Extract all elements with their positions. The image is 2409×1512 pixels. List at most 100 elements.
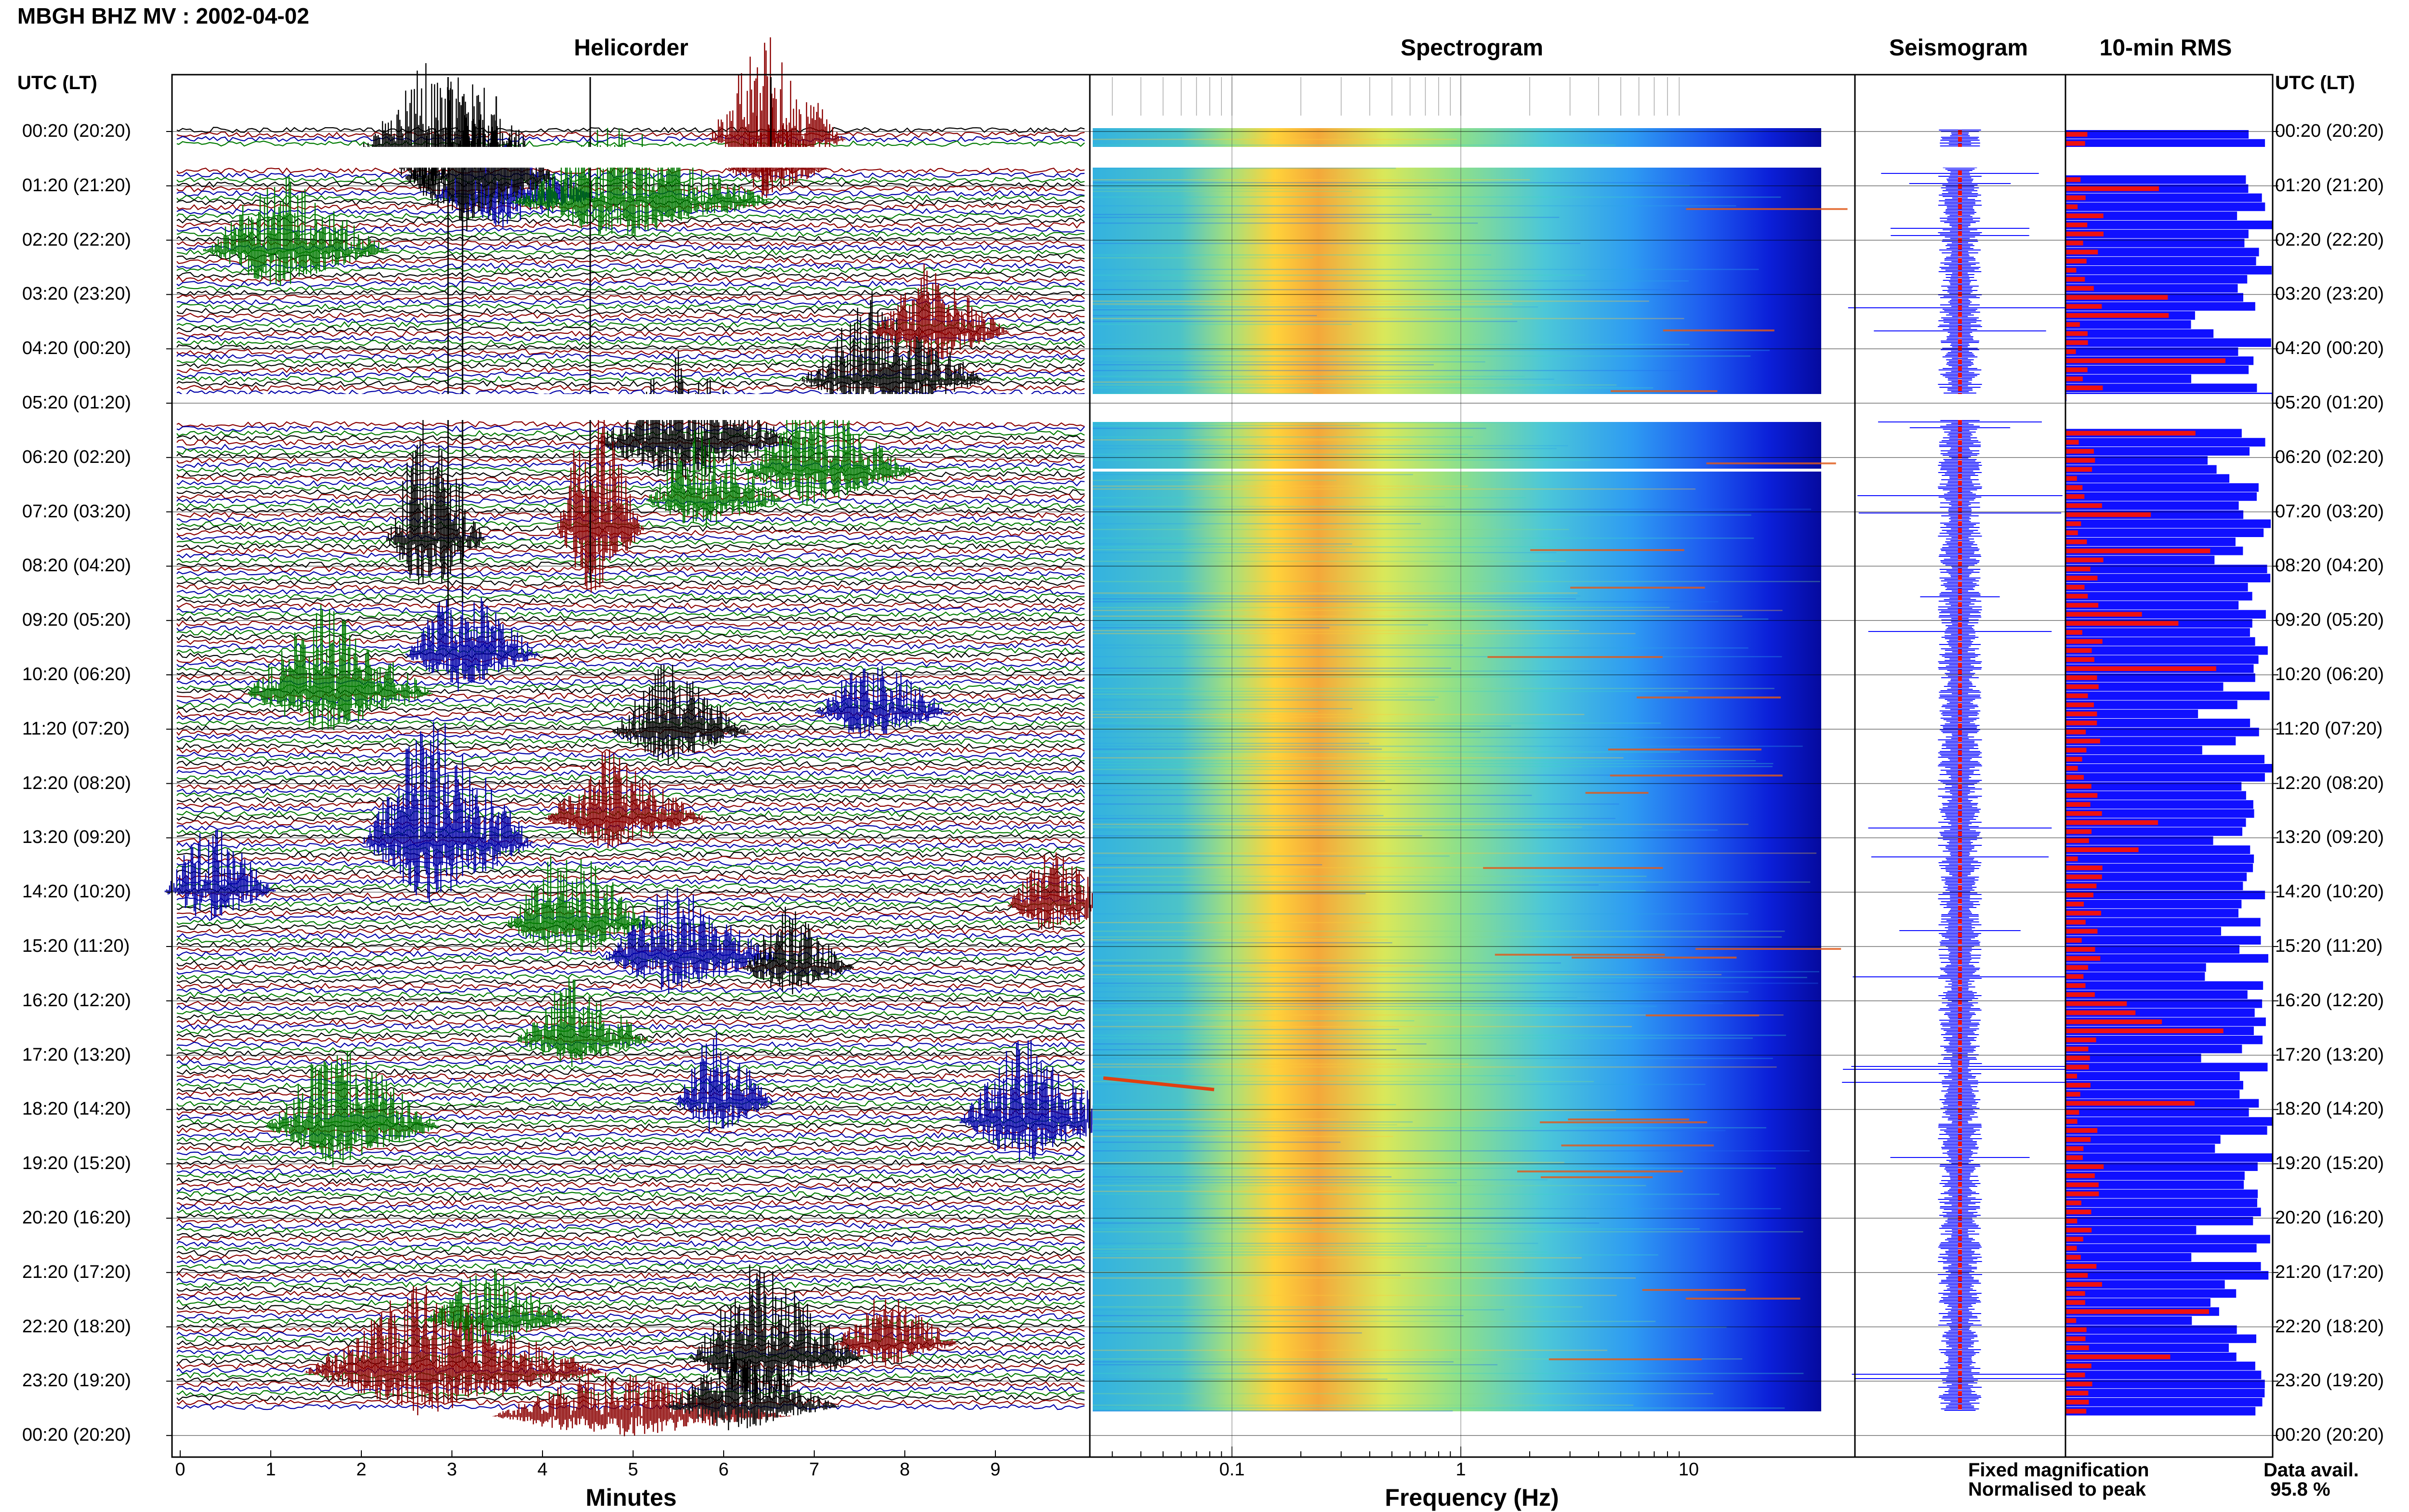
helicorder-trace: [176, 1010, 1085, 1017]
rms-normalised-bar: [2065, 883, 2097, 889]
helicorder-event: [362, 722, 537, 903]
seismogram-normalised-trace: [1958, 831, 1962, 836]
helicorder-tick-label: 6: [718, 1459, 729, 1480]
time-label-right: 00:20 (20:20): [2275, 121, 2384, 141]
helicorder-trace: [176, 706, 1085, 713]
rms-fixed-bar: [2065, 1343, 2229, 1352]
rms-normalised-bar: [2065, 1327, 2087, 1332]
spectrogram-tick-label: 1: [1456, 1459, 1466, 1480]
helicorder-trace: [176, 1091, 1085, 1098]
time-label-left: 11:20 (07:20): [22, 718, 130, 739]
helicorder-trace: [176, 1236, 1085, 1243]
spectrogram-streak: [1093, 867, 1485, 868]
time-label-left: 14:20 (10:20): [22, 881, 132, 902]
spectrogram-streak: [1093, 855, 1450, 857]
spectrogram-streak: [1093, 942, 1392, 944]
time-label-right: 20:20 (16:20): [2275, 1208, 2384, 1228]
spectrogram-streak: [1093, 864, 1323, 866]
helicorder-trace: [176, 701, 1085, 709]
spectrogram-streak: [1093, 1379, 1388, 1380]
helicorder-trace: [176, 901, 1085, 908]
spectrogram-streak: [1093, 381, 1461, 383]
seismogram-normalised-trace: [1958, 690, 1962, 695]
helicorder-trace: [176, 457, 1085, 464]
seismogram-normalised-trace: [1958, 683, 1962, 688]
helicorder-event: [405, 584, 543, 692]
rms-fixed-bar: [2065, 981, 2263, 990]
seismogram-normalised-trace: [1958, 960, 1962, 964]
spectrogram-tremor-band: [1706, 462, 1836, 464]
spectrogram-streak: [1093, 436, 1473, 438]
spectrogram-streak: [1093, 1130, 1726, 1131]
spectrogram-streak: [1093, 691, 1688, 692]
rms-fixed-bar: [2065, 918, 2261, 927]
helicorder-trace: [176, 670, 1085, 677]
seismogram-normalised-trace: [1958, 1142, 1962, 1146]
helicorder-trace: [176, 611, 1085, 618]
rms-normalised-bar: [2065, 476, 2077, 481]
rms-fixed-bar: [2065, 1036, 2263, 1044]
rms-normalised-bar: [2065, 1038, 2096, 1042]
rms-normalised-bar: [2065, 639, 2103, 644]
seismogram-normalised-trace: [1958, 548, 1962, 553]
seismogram-normalised-trace: [1958, 285, 1962, 290]
spectrogram-streak: [1093, 821, 1625, 822]
rms-fixed-bar: [2065, 1316, 2192, 1325]
seismogram-normalised-trace: [1958, 676, 1962, 681]
spectrogram-streak: [1093, 827, 1582, 828]
spectrogram-streak: [1093, 543, 1352, 545]
helicorder-trace: [176, 760, 1085, 767]
seismogram-normalised-trace: [1958, 811, 1962, 816]
helicorder-trace: [176, 855, 1085, 863]
seismogram-normalised-trace: [1958, 744, 1962, 749]
time-label-right: 22:20 (18:20): [2275, 1316, 2384, 1337]
rms-normalised-bar: [2065, 1101, 2195, 1106]
helicorder-trace: [176, 910, 1085, 917]
rms-fixed-bar: [2065, 193, 2262, 202]
spectrogram-streak: [1093, 529, 1569, 530]
rms-normalised-bar: [2065, 1345, 2089, 1350]
rms-fixed-bar: [2065, 583, 2248, 592]
time-label-left: 21:20 (17:20): [22, 1262, 132, 1282]
seismogram-normalised-trace: [1958, 1148, 1962, 1153]
helicorder-trace: [176, 244, 1085, 251]
rms-normalised-bar: [2065, 503, 2102, 508]
spectrogram-streak: [1093, 217, 1560, 218]
helicorder-trace: [176, 986, 1085, 994]
spectrogram-streak: [1093, 835, 1422, 837]
data-gap: [2066, 147, 2272, 168]
seismogram-normalised-trace: [1958, 1378, 1962, 1382]
seismogram-normalised-trace: [1958, 697, 1962, 701]
rms-normalised-bar: [2065, 585, 2085, 590]
rms-normalised-bar: [2065, 1255, 2081, 1260]
helicorder-trace: [176, 1000, 1085, 1007]
rms-normalised-bar: [2065, 1083, 2091, 1088]
spectrogram-streak: [1093, 197, 1781, 198]
rms-fixed-bar: [2065, 1398, 2263, 1407]
helicorder-trace: [176, 1231, 1085, 1238]
seismogram-normalised-trace: [1958, 663, 1962, 668]
helicorder-trace: [176, 973, 1085, 980]
rms-normalised-bar: [2065, 811, 2102, 816]
helicorder-event: [646, 430, 784, 528]
helicorder-trace: [176, 557, 1085, 564]
helicorder-trace: [176, 1276, 1085, 1284]
seismogram-normalised-trace: [1958, 986, 1962, 991]
helicorder-trace: [176, 887, 1085, 894]
rms-fixed-bar: [2065, 365, 2249, 374]
seismogram-normalised-trace: [1958, 319, 1962, 324]
helicorder-trace: [176, 484, 1085, 491]
spectrogram-streak: [1093, 962, 1561, 964]
rms-fixed-bar: [2065, 238, 2245, 248]
helicorder-trace: [176, 425, 1085, 433]
rms-fixed-bar: [2065, 483, 2259, 492]
helicorder-trace: [176, 1213, 1085, 1221]
helicorder-trace: [176, 679, 1085, 686]
spectrogram-streak: [1093, 1176, 1392, 1178]
spectrogram-streak: [1093, 1309, 1505, 1311]
helicorder-trace: [176, 896, 1085, 903]
rms-normalised-bar: [2065, 603, 2099, 608]
spectrogram-streak: [1093, 546, 1557, 548]
spectrogram-streak: [1093, 1081, 1594, 1082]
helicorder-trace: [176, 1299, 1085, 1306]
